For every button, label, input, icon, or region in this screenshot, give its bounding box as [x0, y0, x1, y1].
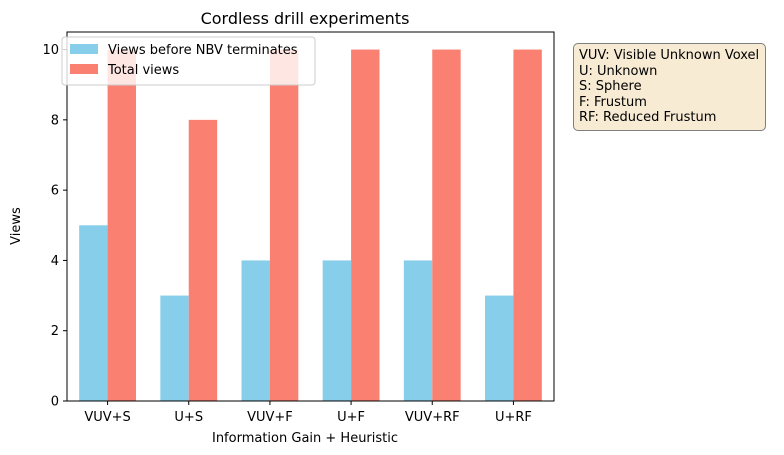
- chart-title: Cordless drill experiments: [201, 9, 410, 28]
- bar: [485, 295, 514, 401]
- bar: [403, 260, 433, 401]
- bar: [269, 49, 299, 401]
- bar: [241, 260, 270, 401]
- x-tick-label: U+S: [174, 410, 203, 425]
- y-tick-label: 8: [51, 113, 59, 128]
- plot-frame: [66, 31, 555, 402]
- bar: [351, 49, 380, 401]
- y-axis-label: Views: [9, 207, 24, 245]
- note-line: U: Unknown: [579, 63, 658, 79]
- abbreviation-note: VUV: Visible Unknown Voxel U: Unknown S:…: [573, 43, 767, 131]
- bar: [188, 119, 218, 401]
- plot-area: 0 2 4 6 8 10 VUV+S U+S VUV+F U+F VUV+RF U+RF: [42, 31, 555, 425]
- y-tick-label: 0: [51, 395, 59, 410]
- y-tick-label: 10: [42, 43, 59, 58]
- bar: [513, 49, 542, 401]
- bar: [432, 49, 461, 401]
- note-line: RF: Reduced Frustum: [579, 110, 717, 126]
- legend: Views before NBV terminates Total views: [61, 36, 316, 86]
- legend-swatch: [70, 44, 98, 54]
- note-line: S: Sphere: [579, 79, 642, 95]
- x-tick-label: U+RF: [495, 410, 532, 425]
- legend-frame: [61, 36, 316, 86]
- y-tick-label: 6: [51, 184, 59, 199]
- note-line: VUV: Visible Unknown Voxel: [579, 48, 760, 63]
- bar: [107, 49, 136, 401]
- x-tick-label: VUV+RF: [405, 410, 460, 425]
- legend-label: Views before NBV terminates: [108, 43, 298, 58]
- y-tick-label: 2: [51, 324, 59, 339]
- x-tick-label: VUV+F: [247, 410, 293, 425]
- note-line: F: Frustum: [579, 94, 647, 110]
- x-tick-label: VUV+S: [84, 410, 130, 425]
- x-axis-label: Information Gain + Heuristic: [212, 431, 398, 446]
- bar: [322, 260, 352, 401]
- legend-swatch: [70, 64, 98, 74]
- legend-label: Total views: [107, 63, 179, 78]
- y-tick-label: 4: [51, 254, 59, 269]
- bar: [79, 225, 108, 401]
- x-tick-label: U+F: [337, 410, 365, 425]
- bar: [160, 295, 189, 401]
